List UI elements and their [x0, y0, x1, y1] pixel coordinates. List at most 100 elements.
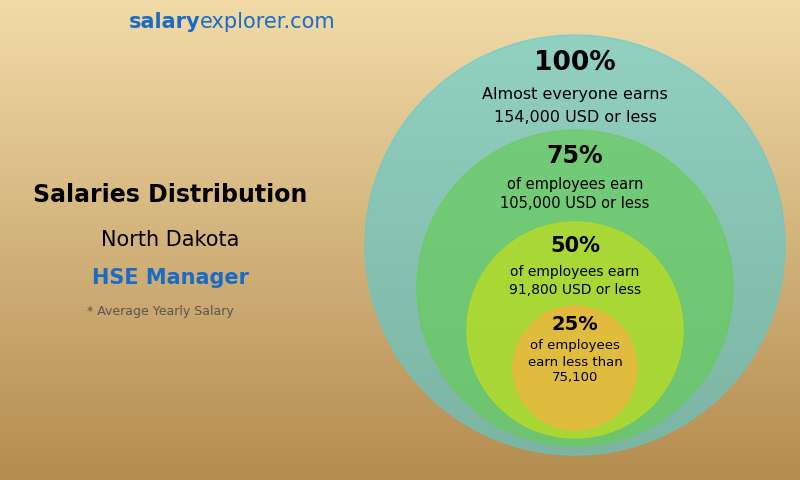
Bar: [0, 445, 800, 446]
Bar: [0, 254, 800, 255]
Bar: [0, 391, 800, 392]
Bar: [0, 261, 800, 262]
Bar: [0, 187, 800, 188]
Bar: [0, 228, 800, 229]
Bar: [0, 300, 800, 301]
Bar: [0, 456, 800, 457]
Bar: [0, 439, 800, 440]
Bar: [0, 95, 800, 96]
Bar: [0, 18, 800, 19]
Bar: [0, 353, 800, 354]
Bar: [0, 14, 800, 15]
Bar: [0, 168, 800, 169]
Bar: [0, 287, 800, 288]
Bar: [0, 6, 800, 7]
Bar: [0, 76, 800, 77]
Bar: [0, 185, 800, 186]
Bar: [0, 51, 800, 52]
Bar: [0, 238, 800, 239]
Bar: [0, 257, 800, 258]
Bar: [0, 466, 800, 467]
Bar: [0, 63, 800, 64]
Bar: [0, 218, 800, 219]
Bar: [0, 205, 800, 206]
Bar: [0, 295, 800, 296]
Bar: [0, 172, 800, 173]
Bar: [0, 240, 800, 241]
Bar: [0, 290, 800, 291]
Bar: [0, 237, 800, 238]
Bar: [0, 444, 800, 445]
Bar: [0, 301, 800, 302]
Bar: [0, 137, 800, 138]
Bar: [0, 474, 800, 475]
Bar: [0, 139, 800, 140]
Bar: [0, 67, 800, 68]
Bar: [0, 221, 800, 222]
Bar: [0, 367, 800, 368]
Bar: [0, 214, 800, 215]
Bar: [0, 16, 800, 17]
Bar: [0, 12, 800, 13]
Bar: [0, 461, 800, 462]
Bar: [0, 43, 800, 44]
Bar: [0, 147, 800, 148]
Bar: [0, 232, 800, 233]
Bar: [0, 268, 800, 269]
Bar: [0, 92, 800, 93]
Bar: [0, 97, 800, 98]
Bar: [0, 32, 800, 33]
Bar: [0, 264, 800, 265]
Bar: [0, 364, 800, 365]
Bar: [0, 123, 800, 124]
Bar: [0, 271, 800, 272]
Bar: [0, 324, 800, 325]
Bar: [0, 467, 800, 468]
Bar: [0, 161, 800, 162]
Bar: [0, 386, 800, 387]
Bar: [0, 436, 800, 437]
Bar: [0, 401, 800, 402]
Bar: [0, 299, 800, 300]
Bar: [0, 49, 800, 50]
Bar: [0, 182, 800, 183]
Bar: [0, 477, 800, 478]
Bar: [0, 362, 800, 363]
Text: 154,000 USD or less: 154,000 USD or less: [494, 109, 657, 124]
Bar: [0, 66, 800, 67]
Bar: [0, 348, 800, 349]
Bar: [0, 306, 800, 307]
Circle shape: [513, 306, 637, 430]
Bar: [0, 144, 800, 145]
Bar: [0, 5, 800, 6]
Bar: [0, 304, 800, 305]
Bar: [0, 396, 800, 397]
Bar: [0, 99, 800, 100]
Bar: [0, 468, 800, 469]
Bar: [0, 341, 800, 342]
Bar: [0, 134, 800, 135]
Bar: [0, 74, 800, 75]
Bar: [0, 122, 800, 123]
Bar: [0, 333, 800, 334]
Bar: [0, 414, 800, 415]
Bar: [0, 239, 800, 240]
Bar: [0, 35, 800, 36]
Bar: [0, 2, 800, 3]
Bar: [0, 197, 800, 198]
Text: 75,100: 75,100: [552, 372, 598, 384]
Bar: [0, 215, 800, 216]
Bar: [0, 319, 800, 320]
Bar: [0, 272, 800, 273]
Bar: [0, 310, 800, 311]
Bar: [0, 127, 800, 128]
Bar: [0, 316, 800, 317]
Bar: [0, 318, 800, 319]
Text: of employees: of employees: [530, 339, 620, 352]
Bar: [0, 274, 800, 275]
Circle shape: [467, 222, 683, 438]
Bar: [0, 472, 800, 473]
Text: * Average Yearly Salary: * Average Yearly Salary: [86, 305, 234, 319]
Bar: [0, 375, 800, 376]
Bar: [0, 33, 800, 34]
